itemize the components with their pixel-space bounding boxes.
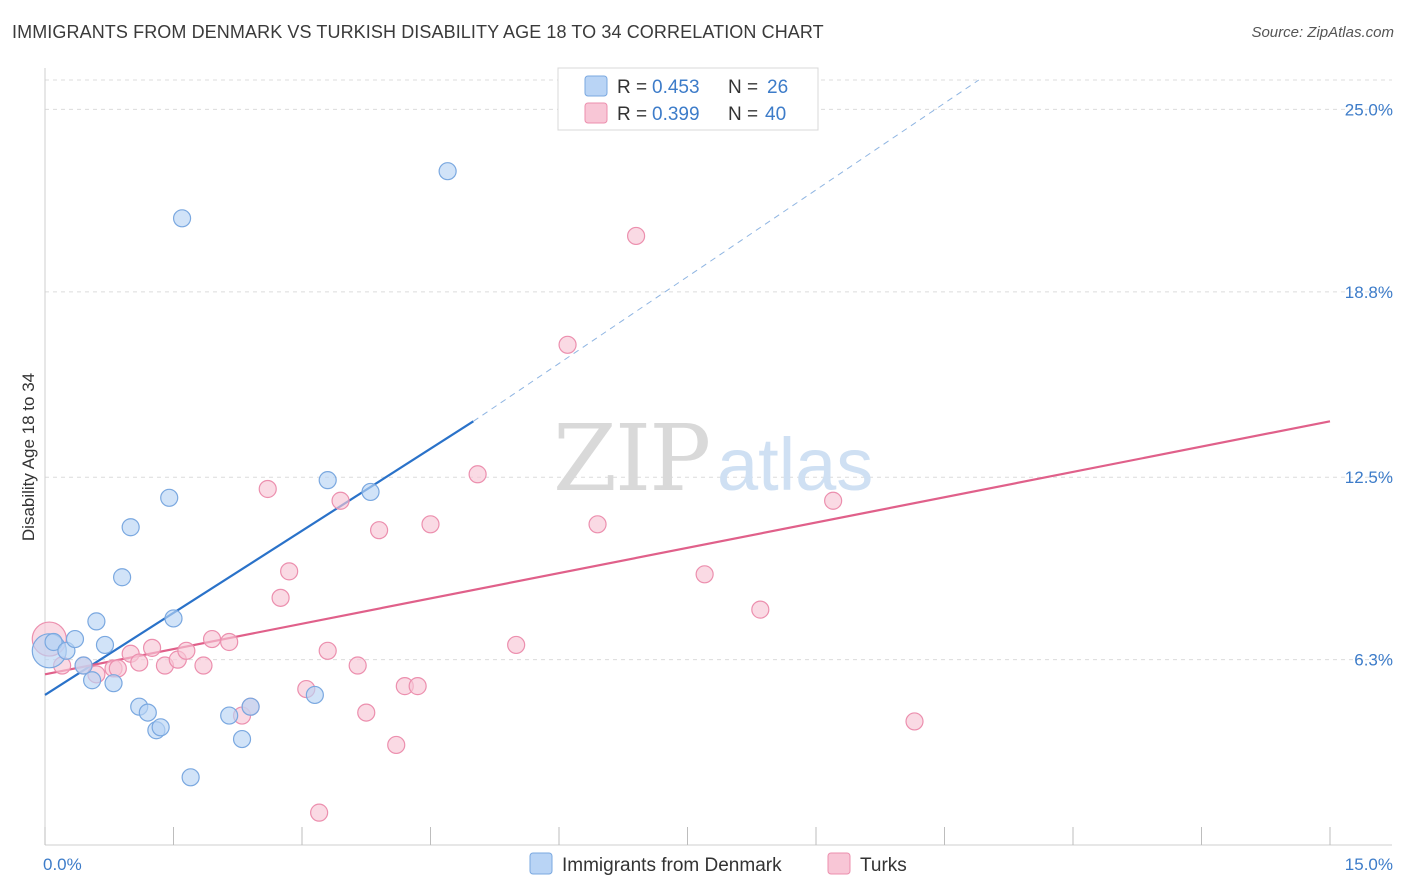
trend-lines	[44, 79, 1331, 696]
point-turks-22	[318, 641, 337, 660]
point-turks-13	[202, 629, 222, 649]
series-name-turks: Turks	[860, 855, 907, 876]
chart-title: IMMIGRANTS FROM DENMARK VS TURKISH DISAB…	[12, 22, 824, 42]
point-turks-32	[507, 635, 526, 655]
watermark-atlas: atlas	[717, 423, 873, 506]
point-turks-35	[626, 226, 646, 246]
point-denmark-16	[164, 609, 183, 628]
legend-r-value-denmark: 0.453	[652, 77, 700, 98]
y-tick-label-1: 12.5%	[1345, 468, 1393, 487]
point-turks-19	[280, 562, 299, 581]
y-tick-label-2: 18.8%	[1345, 283, 1393, 302]
point-denmark-18	[181, 768, 200, 787]
legend-r-value-turks: 0.399	[652, 104, 700, 125]
legend-n-value-denmark: 26	[767, 77, 788, 98]
point-denmark-25	[438, 162, 457, 181]
point-denmark-9	[112, 568, 132, 587]
point-turks-31	[468, 465, 487, 484]
point-denmark-20	[232, 729, 252, 749]
grid-lines	[45, 79, 1392, 661]
watermark: ZIP atlas	[553, 405, 873, 512]
point-denmark-21	[241, 697, 260, 716]
point-turks-14	[220, 632, 239, 652]
point-turks-7	[130, 653, 149, 672]
series-swatch-denmark	[529, 852, 553, 875]
legend-swatch-turks	[584, 102, 608, 124]
point-turks-33	[558, 335, 577, 354]
point-turks-11	[177, 641, 196, 660]
point-denmark-17	[172, 209, 192, 228]
point-denmark-12	[138, 703, 157, 722]
x-tick-label-0: 0.0%	[43, 855, 82, 874]
point-turks-34	[588, 515, 607, 534]
point-denmark-7	[95, 635, 115, 655]
point-turks-26	[370, 521, 389, 540]
point-denmark-3	[65, 629, 85, 649]
point-denmark-15	[160, 488, 179, 507]
axes	[44, 68, 1392, 846]
legend-swatch-denmark	[584, 75, 608, 97]
x-tick-labels: 0.0% 15.0%	[43, 855, 1393, 874]
point-denmark-6	[87, 612, 106, 631]
point-denmark-19	[220, 706, 239, 725]
y-tick-labels: 6.3% 12.5% 18.8% 25.0%	[1345, 100, 1393, 669]
data-points	[31, 162, 924, 822]
point-denmark-4	[74, 656, 93, 675]
legend-n-label-denmark: N =	[728, 77, 758, 98]
point-turks-39	[905, 712, 924, 731]
point-turks-24	[348, 656, 367, 675]
point-denmark-10	[121, 518, 140, 537]
point-denmark-14	[151, 718, 170, 737]
point-turks-17	[258, 479, 277, 499]
point-denmark-5	[83, 671, 102, 690]
legend-r-label-turks: R =	[617, 104, 647, 125]
point-turks-38	[824, 491, 843, 510]
point-turks-25	[357, 703, 376, 722]
point-turks-8	[142, 638, 162, 657]
point-denmark-8	[104, 674, 123, 693]
point-turks-12	[194, 656, 213, 675]
point-denmark-24	[361, 482, 380, 502]
point-turks-27	[387, 735, 406, 755]
x-tick-label-1: 15.0%	[1345, 855, 1393, 874]
trend-line-denmark	[44, 420, 474, 696]
series-swatch-turks	[827, 852, 851, 875]
y-tick-label-0: 6.3%	[1354, 651, 1393, 670]
point-turks-23	[331, 491, 350, 510]
series-legend: Immigrants from Denmark Turks	[529, 852, 907, 876]
trend-line-denmark-extension	[473, 79, 980, 422]
point-turks-30	[421, 515, 440, 534]
point-turks-18	[271, 588, 290, 607]
point-turks-21	[310, 803, 329, 822]
legend-r-label-denmark: R =	[617, 77, 647, 98]
point-denmark-1	[44, 632, 63, 652]
y-axis-title: Disability Age 18 to 34	[19, 373, 38, 541]
point-turks-36	[695, 565, 714, 584]
source-label: Source: ZipAtlas.com	[1251, 24, 1394, 41]
y-tick-label-3: 25.0%	[1345, 100, 1393, 119]
series-name-denmark: Immigrants from Denmark	[562, 855, 782, 876]
point-turks-29	[408, 677, 427, 696]
legend-n-label-turks: N =	[728, 104, 758, 125]
legend-n-value-turks: 40	[765, 104, 786, 125]
point-denmark-22	[305, 685, 324, 705]
point-turks-37	[751, 600, 770, 619]
correlation-legend: R = 0.453 N = 26 R = 0.399 N = 40	[557, 67, 819, 131]
trend-line-turks	[44, 420, 1331, 676]
point-denmark-23	[318, 471, 337, 490]
watermark-zip: ZIP	[553, 405, 709, 512]
